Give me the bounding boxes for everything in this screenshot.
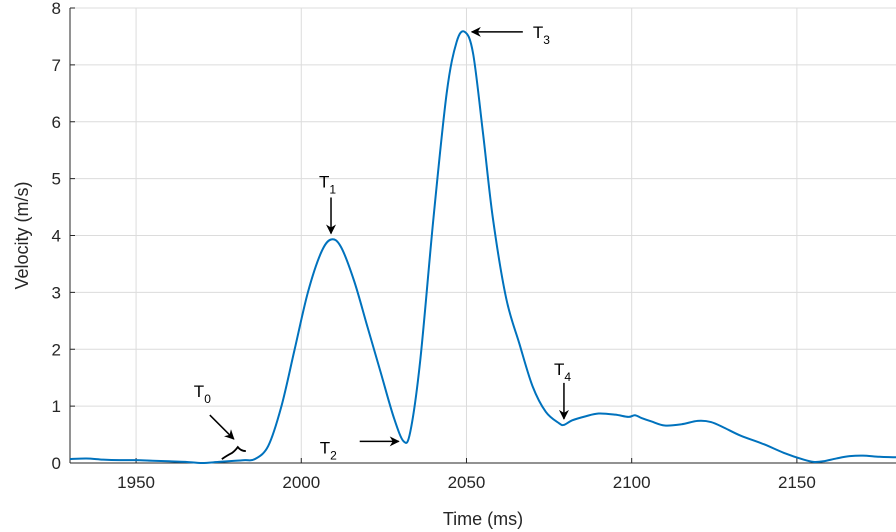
annotation-label: T4 [554, 360, 571, 384]
tick-labels: 1950 2000 2050 2100 2150 0 1 2 3 4 5 6 7 8 [52, 0, 816, 492]
y-tick-label: 0 [52, 454, 61, 473]
y-tick-label: 3 [52, 283, 61, 302]
annotations: T0 T1 T2 T3 T4 [194, 23, 572, 463]
y-tick-label: 4 [52, 227, 61, 246]
annotation-subscript: 0 [204, 392, 211, 406]
y-axis-label: Velocity (m/s) [12, 181, 32, 289]
annotation-t4: T4 [554, 360, 571, 420]
series-group [69, 30, 896, 464]
annotation-label: T3 [533, 23, 550, 47]
y-tick-label: 8 [52, 0, 61, 18]
annotation-label: T1 [319, 172, 336, 196]
y-tick-label: 1 [52, 397, 61, 416]
x-axis-label: Time (ms) [443, 509, 523, 529]
annotation-arrow [209, 414, 235, 440]
x-tick-label: 1950 [117, 473, 155, 492]
x-tick-label: 2100 [613, 473, 651, 492]
annotation-t3: T3 [470, 23, 550, 47]
brace-mark [221, 445, 246, 460]
y-tick-label: 6 [52, 113, 61, 132]
annotation-subscript: 3 [543, 33, 550, 47]
annotation-subscript: 4 [564, 370, 571, 384]
annotation-subscript: 1 [329, 182, 336, 196]
x-tick-label: 2050 [448, 473, 486, 492]
x-tick-label: 2000 [282, 473, 320, 492]
annotation-t1: T1 [319, 172, 336, 235]
y-tick-label: 2 [52, 340, 61, 359]
x-tick-label: 2150 [778, 473, 816, 492]
y-tick-label: 7 [52, 56, 61, 75]
annotation-label: T2 [320, 438, 337, 462]
annotation-t2: T2 [320, 436, 400, 462]
annotation-t0: T0 [194, 382, 246, 460]
y-tick-label: 5 [52, 170, 61, 189]
annotation-label: T0 [194, 382, 211, 406]
annotation-subscript: 2 [330, 448, 337, 462]
velocity-line [69, 30, 896, 464]
